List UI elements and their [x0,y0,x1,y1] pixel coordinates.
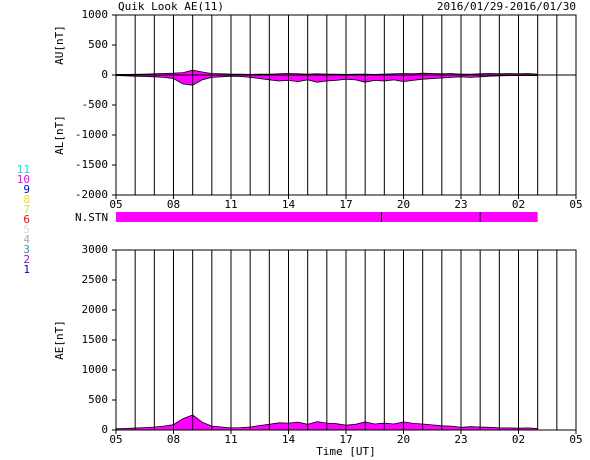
x-tick-label: 20 [397,433,410,446]
legend-entry: 3 [23,243,30,256]
y-tick-label: 3000 [82,243,109,256]
x-tick-label: 05 [569,433,582,446]
legend-entry: 2 [23,253,30,266]
legend-entry: 8 [23,193,30,206]
chart-subtitle: 2016/01/29-2016/01/30 [437,0,576,13]
legend-entry: 7 [23,203,30,216]
area [116,415,538,430]
legend-entry: 9 [23,183,30,196]
x-tick-label: 23 [454,198,467,211]
x-tick-label: 08 [167,198,180,211]
y-tick-label: -1000 [75,128,108,141]
y-tick-label: 1000 [82,8,109,21]
x-tick-label: 05 [109,433,122,446]
legend-entry: 5 [23,223,30,236]
y-tick-label: 500 [88,393,108,406]
x-tick-label: 08 [167,433,180,446]
y-tick-label: 2000 [82,303,109,316]
legend-entry: 10 [17,173,30,186]
station-label: N.STN [75,211,108,224]
station-bar [116,212,538,222]
y-tick-label: 0 [101,68,108,81]
y-tick-label: -500 [82,98,109,111]
x-tick-label: 02 [512,198,525,211]
legend-entry: 6 [23,213,30,226]
y-tick-label: -1500 [75,158,108,171]
x-tick-label: 23 [454,433,467,446]
x-tick-label: 11 [224,198,237,211]
legend-entry: 11 [17,163,30,176]
x-tick-label: 11 [224,433,237,446]
x-tick-label: 14 [282,198,296,211]
y-axis-label: AE[nT] [53,320,66,360]
legend-entry: 4 [23,233,30,246]
y-tick-label: 1500 [82,333,109,346]
x-tick-label: 17 [339,198,352,211]
x-tick-label: 05 [109,198,122,211]
x-axis-label: Time [UT] [316,445,376,458]
y-tick-label: 1000 [82,363,109,376]
y-tick-label: 0 [101,423,108,436]
y-axis-label: AL[nT] [53,115,66,155]
x-tick-label: 14 [282,433,296,446]
x-tick-label: 17 [339,433,352,446]
legend-entry: 1 [23,263,30,276]
y-tick-label: -2000 [75,188,108,201]
x-tick-label: 20 [397,198,410,211]
chart-title: Quik Look AE(11) [118,0,224,13]
x-tick-label: 02 [512,433,525,446]
y-tick-label: 2500 [82,273,109,286]
x-tick-label: 05 [569,198,582,211]
y-axis-label: AU[nT] [53,25,66,65]
y-tick-label: 500 [88,38,108,51]
